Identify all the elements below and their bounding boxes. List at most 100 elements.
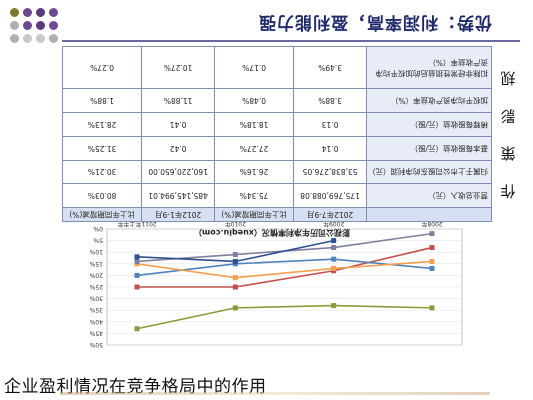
table-row: 扣除非经常性损益后的加权平均净资产收益率（%） 3.49% 0.17% 10.27% 0… <box>62 46 492 89</box>
financial-table: 2012年7-9月 比上年同期增减(%) 2012年1-9月 比上年同期增减(%… <box>62 46 492 222</box>
chart-data-point <box>429 265 435 271</box>
table-cell: 10.27% <box>141 46 215 89</box>
table-header-cell: 2012年1-9月 <box>141 207 215 222</box>
chart-data-point <box>331 265 337 271</box>
table-cell: 0.14 <box>293 136 367 161</box>
decorative-dot <box>49 21 58 30</box>
chart-series-line <box>136 258 433 277</box>
chart-data-point <box>232 275 238 281</box>
chart-y-tick-label: 15% <box>89 260 103 267</box>
chart-series-line <box>136 239 334 263</box>
table-header-row: 2012年7-9月 比上年同期增减(%) 2012年1-9月 比上年同期增减(%… <box>62 207 492 222</box>
side-label-char: 规 <box>500 69 516 88</box>
table-cell: 0.42 <box>141 136 215 161</box>
chart-series-line <box>137 246 433 288</box>
decorative-dot <box>36 34 45 43</box>
chart-data-point <box>232 284 238 290</box>
chart-data-point <box>232 252 238 258</box>
table-cell: 0.41 <box>141 112 215 137</box>
chart-data-point <box>134 326 140 332</box>
chart-y-tick-label: 50% <box>89 341 103 348</box>
chart-data-point <box>429 231 435 237</box>
chart-series-line <box>136 304 433 330</box>
table-cell: 0.17% <box>214 46 294 89</box>
table-header-cell: 比上年同期增减(%) <box>214 207 294 222</box>
chart-data-point <box>134 272 140 278</box>
decorative-dot <box>23 34 32 43</box>
table-cell: 175,769,088.08 <box>293 183 367 208</box>
table-cell: 75.34% <box>214 183 294 208</box>
chart-data-point <box>232 258 238 264</box>
chart-data-point <box>331 245 337 251</box>
table-cell: 26.16% <box>214 160 294 184</box>
chart-data-point <box>134 284 140 290</box>
table-cell: 0.48% <box>214 88 294 113</box>
caption-underline <box>60 392 490 395</box>
table-row: 基本每股收益（元/股） 0.14 27.27% 0.42 31.25% <box>62 136 492 161</box>
decorative-dot <box>49 34 58 43</box>
chart-title: 影视公司历年净利率情况（xueqiu.com） <box>194 228 350 238</box>
table-header-cell: 比上年同期增减(%) <box>62 207 142 222</box>
title-divider <box>62 40 520 42</box>
chart-data-point <box>429 258 435 264</box>
table-cell: 27.27% <box>214 136 294 161</box>
table-row-label: 基本每股收益（元/股） <box>366 136 492 161</box>
chart-y-tick-label: 25% <box>89 283 103 290</box>
side-label-char: 影 <box>500 106 516 125</box>
net-margin-line-chart: 0% 5% 10% 15% 20% 25% 30% 35% 40% 45% 50% 2008年 2009… <box>89 220 463 348</box>
chart-data-point <box>331 238 337 244</box>
table-row-label: 稀释每股收益（元/股） <box>366 112 492 137</box>
chart-y-tick-label: 0% <box>93 225 103 232</box>
table-cell: 18.18% <box>214 112 294 137</box>
net-margin-chart-container: 0% 5% 10% 15% 20% 25% 30% 35% 40% 45% 50% 2008年 2009… <box>62 220 482 367</box>
chart-y-tick-label: 30% <box>89 295 103 302</box>
chart-series-line <box>136 260 433 279</box>
chart-y-tick-label: 35% <box>89 306 103 313</box>
table-row-label: 加权平均净资产收益率（%） <box>366 88 492 113</box>
chart-y-tick-label: 40% <box>89 318 103 325</box>
slide-title: 优势：利润率高，盈利能力强 <box>258 12 492 32</box>
table-cell: 53,838,276.05 <box>293 160 367 184</box>
table-cell: 80.03% <box>62 183 142 208</box>
table-cell: 160,220,650.00 <box>141 160 215 184</box>
chart-data-point <box>429 305 435 311</box>
table-row: 营业总收入（元） 175,769,088.08 75.34% 485,145,994.… <box>62 183 492 208</box>
table-cell: 0.27% <box>62 46 142 89</box>
chart-x-tick-label: 2011年上半年 <box>117 222 156 228</box>
table-cell: 485,145,994.01 <box>141 183 215 208</box>
decorative-dot <box>49 8 58 17</box>
chart-data-point <box>331 303 337 309</box>
table-row-label: 归属于上市公司股东的净利润（元） <box>366 160 492 184</box>
table-row-label: 扣除非经常性损益后的加权平均净资产收益率（%） <box>366 46 492 89</box>
table-cell: 1.88% <box>62 88 142 113</box>
table-header-cell <box>366 207 492 222</box>
chart-data-point <box>134 254 140 260</box>
table-header-cell: 2012年7-9月 <box>293 207 367 222</box>
table-cell: 30.21% <box>62 160 142 184</box>
table-cell: 31.25% <box>62 136 142 161</box>
decorative-dot <box>23 21 32 30</box>
side-vertical-label: 作 策 影 规 <box>496 60 520 210</box>
decorative-dot <box>10 34 19 43</box>
chart-data-point <box>134 258 140 264</box>
chart-data-point <box>429 245 435 251</box>
side-label-char: 策 <box>500 144 516 163</box>
financial-table-container: 2012年7-9月 比上年同期增减(%) 2012年1-9月 比上年同期增减(%… <box>62 46 492 222</box>
chart-y-tick-label: 5% <box>93 237 103 244</box>
chart-x-tick-label: 2008年 <box>421 222 442 228</box>
chart-plot-group: 0% 5% 10% 15% 20% 25% 30% 35% 40% 45% 50% 2008年 2009… <box>89 220 463 348</box>
chart-data-point <box>232 305 238 311</box>
chart-x-tick-label: 2010年 <box>225 222 246 228</box>
chart-y-tick-label: 20% <box>89 271 103 278</box>
decorative-dot <box>10 8 19 17</box>
table-cell: 28.13% <box>62 112 142 137</box>
chart-data-point <box>331 256 337 262</box>
chart-x-tick-label: 2009年 <box>323 222 344 228</box>
table-row: 加权平均净资产收益率（%） 3.88% 0.48% 11.88% 1.88% <box>62 88 492 113</box>
decorative-dot <box>23 8 32 17</box>
table-cell: 0.13 <box>293 112 367 137</box>
table-cell: 11.88% <box>141 88 215 113</box>
table-row-label: 营业总收入（元） <box>366 183 492 208</box>
decorative-dot <box>36 21 45 30</box>
decorative-dot-grid <box>10 8 66 58</box>
